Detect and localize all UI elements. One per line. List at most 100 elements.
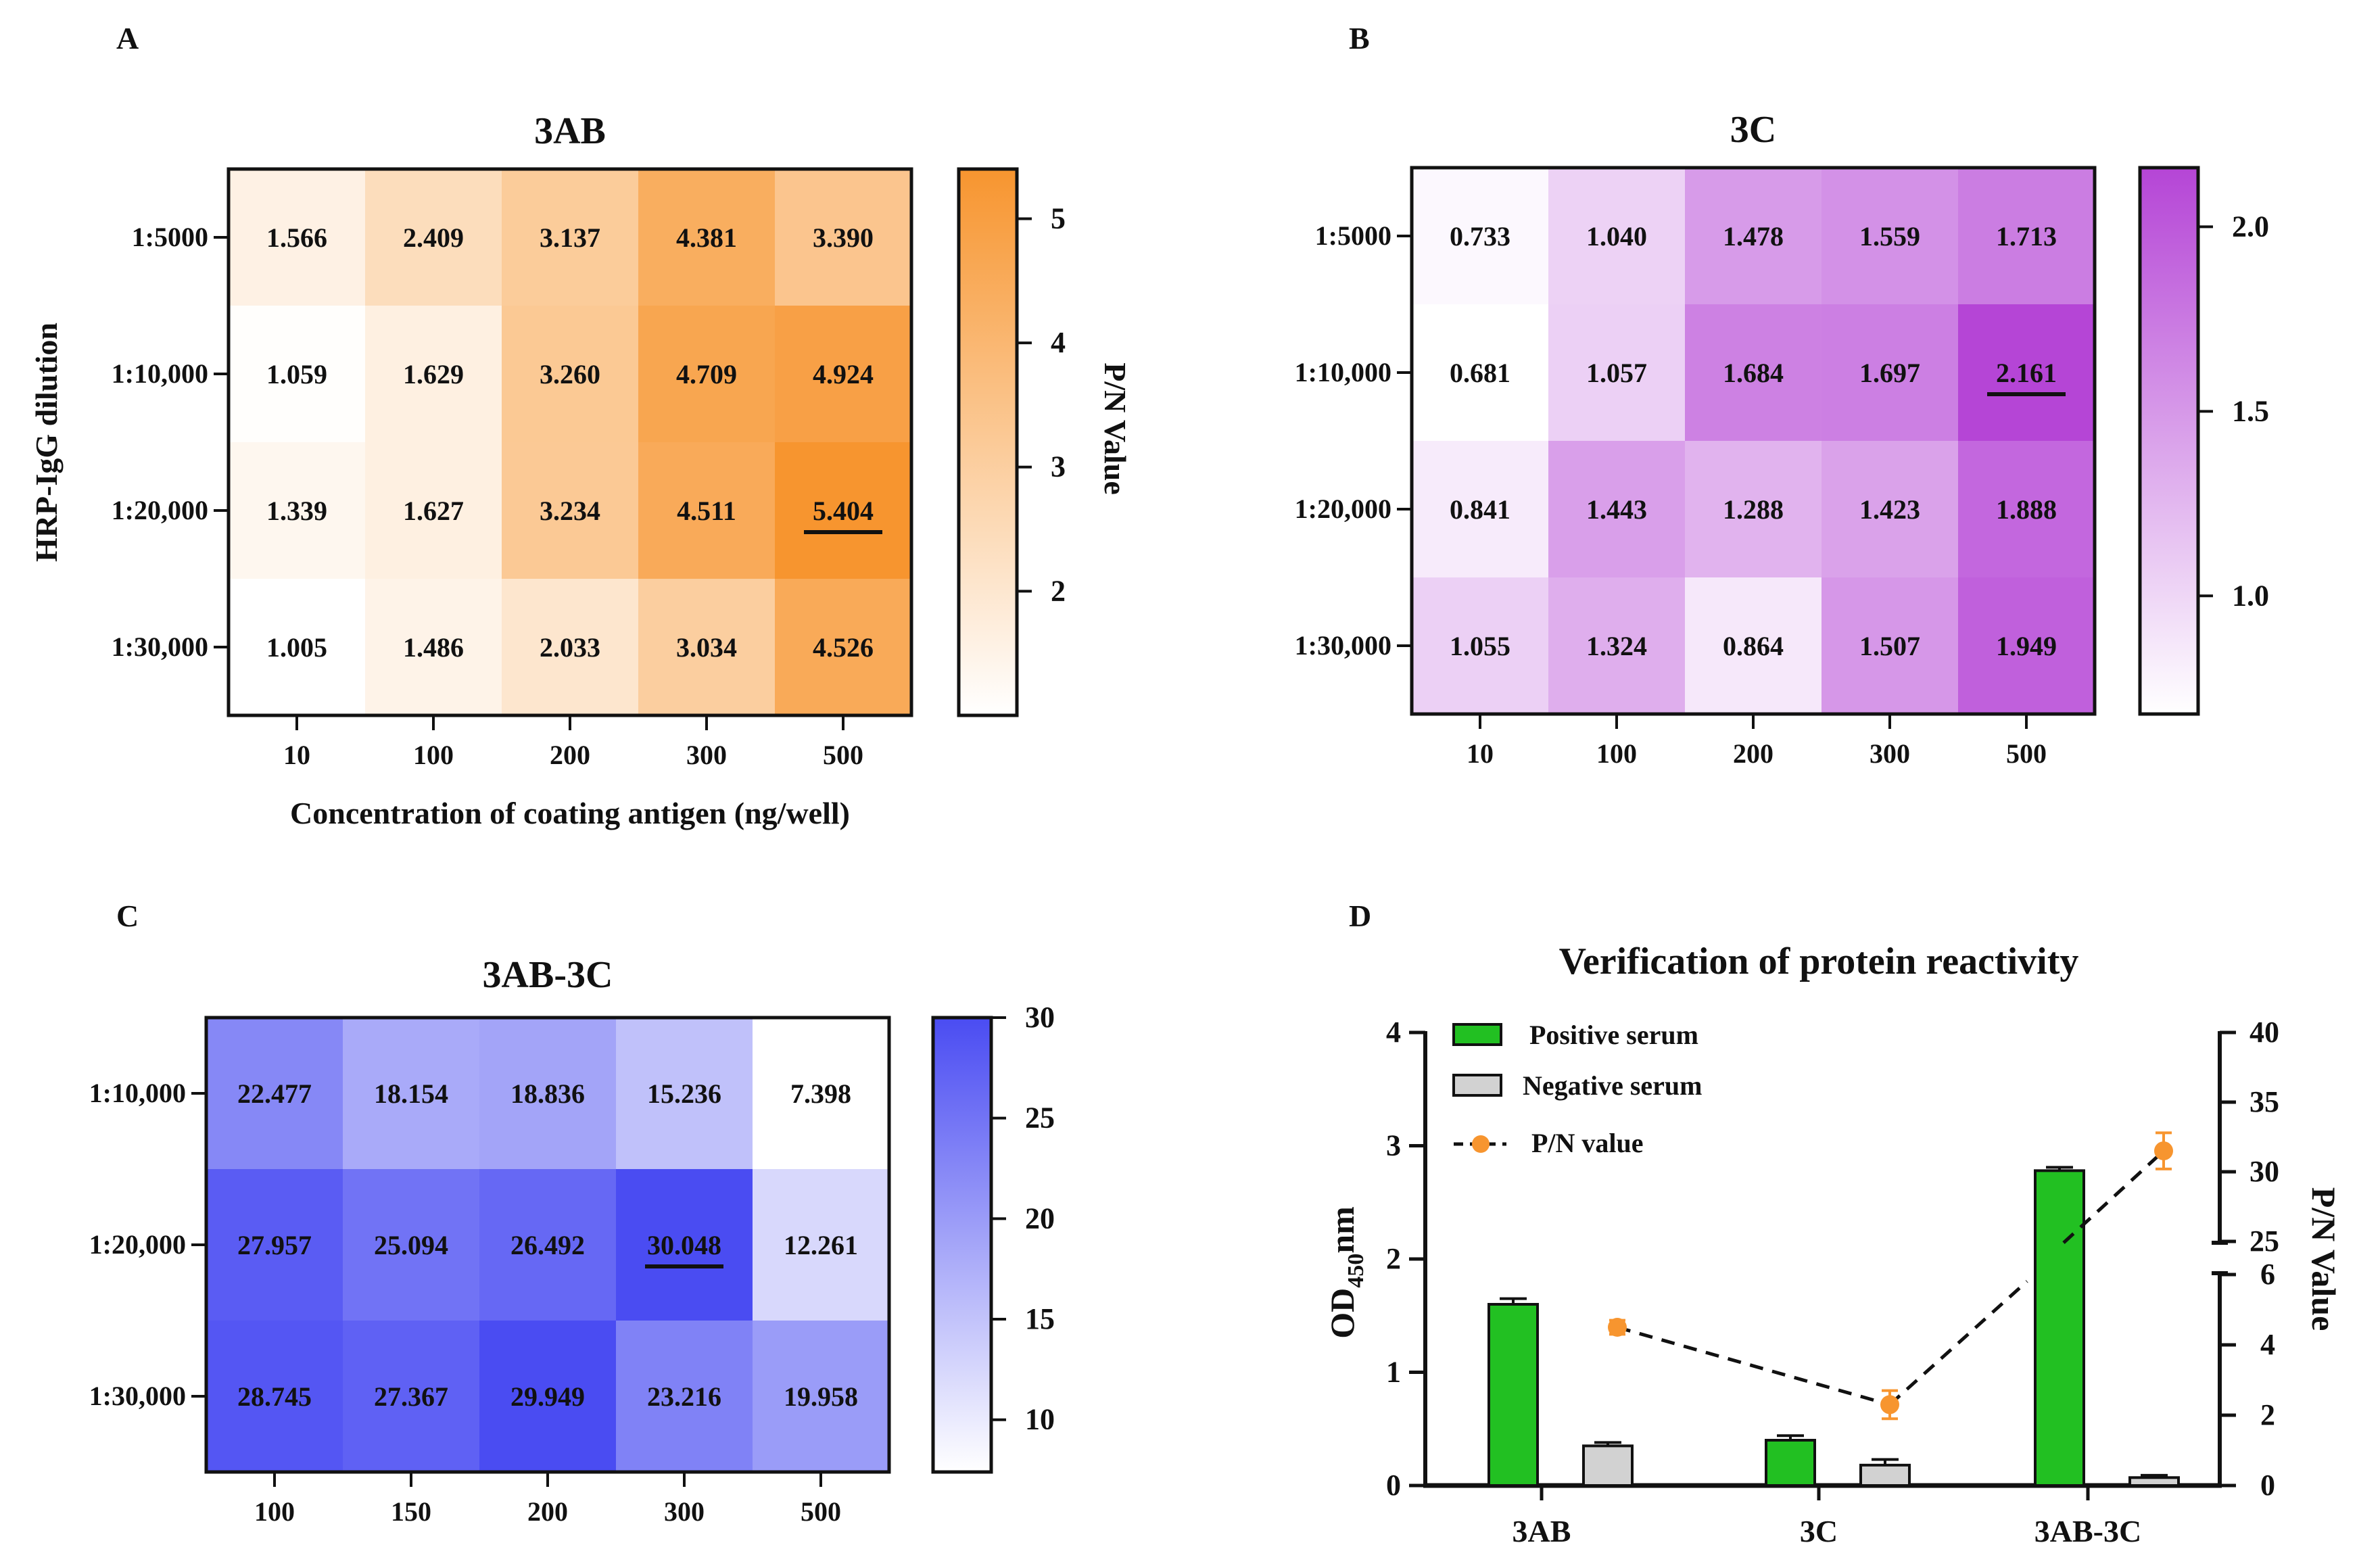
cell-value: 29.949 (510, 1381, 585, 1412)
x-tick-label: 100 (1596, 738, 1637, 769)
heatmap-cell (1958, 577, 2095, 715)
x-tick-label: 3AB-3C (2034, 1514, 2141, 1548)
heatmap-cell (775, 442, 912, 579)
cell-value: 26.492 (510, 1230, 585, 1260)
legend-swatch-negative (1452, 1074, 1502, 1097)
colorbar-tick-label: 2.0 (2232, 210, 2269, 243)
x-tick-label: 500 (2006, 738, 2047, 769)
cell-value: 4.709 (676, 359, 737, 389)
heatmap-cell (365, 579, 502, 716)
heatmap-cell (365, 169, 502, 306)
y-tick-label: 1:10,000 (89, 1078, 186, 1108)
heatmap-cell (229, 306, 366, 443)
cell-value: 2.161 (1996, 358, 2057, 388)
heatmap-cell (229, 442, 366, 579)
x-tick-label: 10 (283, 740, 310, 770)
colorbar-tick-label: 10 (1025, 1403, 1055, 1436)
chart-title: 3AB (534, 110, 606, 152)
cell-value: 3.234 (540, 496, 600, 526)
x-tick-label: 100 (254, 1496, 295, 1527)
x-tick-label: 300 (664, 1496, 705, 1527)
left-tick-label: 3 (1386, 1129, 1401, 1162)
bar-positive-serum (1765, 1439, 1816, 1487)
cell-value: 1.005 (266, 632, 327, 663)
heatmap-cell (229, 169, 366, 306)
left-tick-label: 0 (1386, 1469, 1401, 1502)
heatmap-cell (206, 1169, 343, 1321)
y-tick-label: 1:5000 (1315, 220, 1391, 251)
cell-value: 3.034 (676, 632, 737, 663)
heatmaps: 3AB 1.566 2.409 3.137 4.381 3.390 1.059 1.629 3.… (29, 109, 2269, 1527)
heatmap-cell (1822, 577, 1959, 715)
cell-value: 27.957 (237, 1230, 312, 1260)
cell-value: 0.681 (1450, 358, 1510, 388)
heatmap-cell (1412, 168, 1549, 305)
heatmap-cell (206, 1321, 343, 1473)
y-axis-label-suffix: nm (1323, 1206, 1361, 1253)
heatmap-cell (638, 442, 776, 579)
bar-negative-serum (1582, 1444, 1634, 1487)
cell-value: 5.404 (813, 496, 874, 526)
cell-value: 3.390 (813, 222, 874, 253)
heatmap-cell (1412, 577, 1549, 715)
cell-value: 1.057 (1586, 358, 1647, 388)
heatmap-c: 3AB-3C 22.477 18.154 18.836 15.236 7.398 27.95… (89, 954, 1055, 1527)
y-tick-label: 1:30,000 (112, 632, 208, 662)
heatmap-cell (1822, 168, 1959, 305)
heatmap-cell (343, 1169, 480, 1321)
left-tick-label: 2 (1386, 1242, 1401, 1275)
cell-value: 1.697 (1859, 358, 1920, 388)
legend-label-positive: Positive serum (1529, 1020, 1698, 1050)
cell-value: 1.559 (1859, 221, 1920, 252)
y-tick-label: 1:30,000 (89, 1381, 186, 1411)
heatmap-cell (365, 306, 502, 443)
cell-value: 23.216 (647, 1381, 721, 1412)
y-axis-label-main: OD (1323, 1288, 1361, 1339)
heatmap-cell (502, 579, 639, 716)
cell-value: 15.236 (647, 1078, 721, 1109)
right-tick-label: 4 (2260, 1328, 2275, 1361)
heatmap-cell (638, 306, 776, 443)
heatmap-cell (1685, 168, 1822, 305)
cell-value: 1.339 (266, 496, 327, 526)
cell-value: 1.059 (266, 359, 327, 389)
cell-value: 0.733 (1450, 221, 1510, 252)
cell-value: 4.381 (676, 222, 737, 253)
bar-negative-serum (1859, 1463, 1911, 1488)
heatmap-a: 3AB 1.566 2.409 3.137 4.381 3.390 1.059 1.629 3.… (29, 110, 1133, 830)
left-tick-label: 4 (1386, 1016, 1401, 1049)
x-tick-label: 500 (823, 740, 863, 770)
chart-title: 3C (1730, 109, 1776, 151)
pn-line (1617, 1325, 1890, 1406)
x-tick-label: 500 (801, 1496, 841, 1527)
y-tick-label: 1:30,000 (1295, 630, 1391, 661)
cell-value: 1.566 (266, 222, 327, 253)
cell-value: 1.684 (1723, 358, 1784, 388)
heatmap-cell (343, 1018, 480, 1170)
colorbar-label: P/N Value (1098, 362, 1133, 495)
right-axis-label: P/N Value (2305, 1187, 2343, 1331)
heatmap-cell (753, 1018, 890, 1170)
x-axis-label: Concentration of coating antigen (ng/wel… (290, 796, 850, 830)
cell-value: 0.864 (1723, 631, 1784, 661)
colorbar (2138, 166, 2200, 716)
heatmap-cell (365, 442, 502, 579)
cell-value: 1.507 (1859, 631, 1920, 661)
heatmap-cell (775, 306, 912, 443)
right-tick-label: 0 (2260, 1469, 2275, 1502)
y-tick-label: 1:10,000 (1295, 357, 1391, 387)
colorbar-tick-label: 2 (1051, 574, 1066, 607)
heatmap-cell (1685, 441, 1822, 578)
heatmap-cell (1548, 168, 1686, 305)
cell-value: 1.324 (1586, 631, 1647, 661)
panel-label-c: C (116, 899, 139, 933)
cell-value: 2.409 (403, 222, 464, 253)
cell-value: 18.836 (510, 1078, 585, 1109)
cell-value: 1.888 (1996, 494, 2057, 525)
right-tick-label: 30 (2249, 1155, 2279, 1188)
colorbar-tick-label: 5 (1051, 201, 1066, 235)
colorbar-tick-label: 4 (1051, 326, 1066, 359)
cell-value: 30.048 (647, 1230, 721, 1260)
cell-value: 28.745 (237, 1381, 312, 1412)
